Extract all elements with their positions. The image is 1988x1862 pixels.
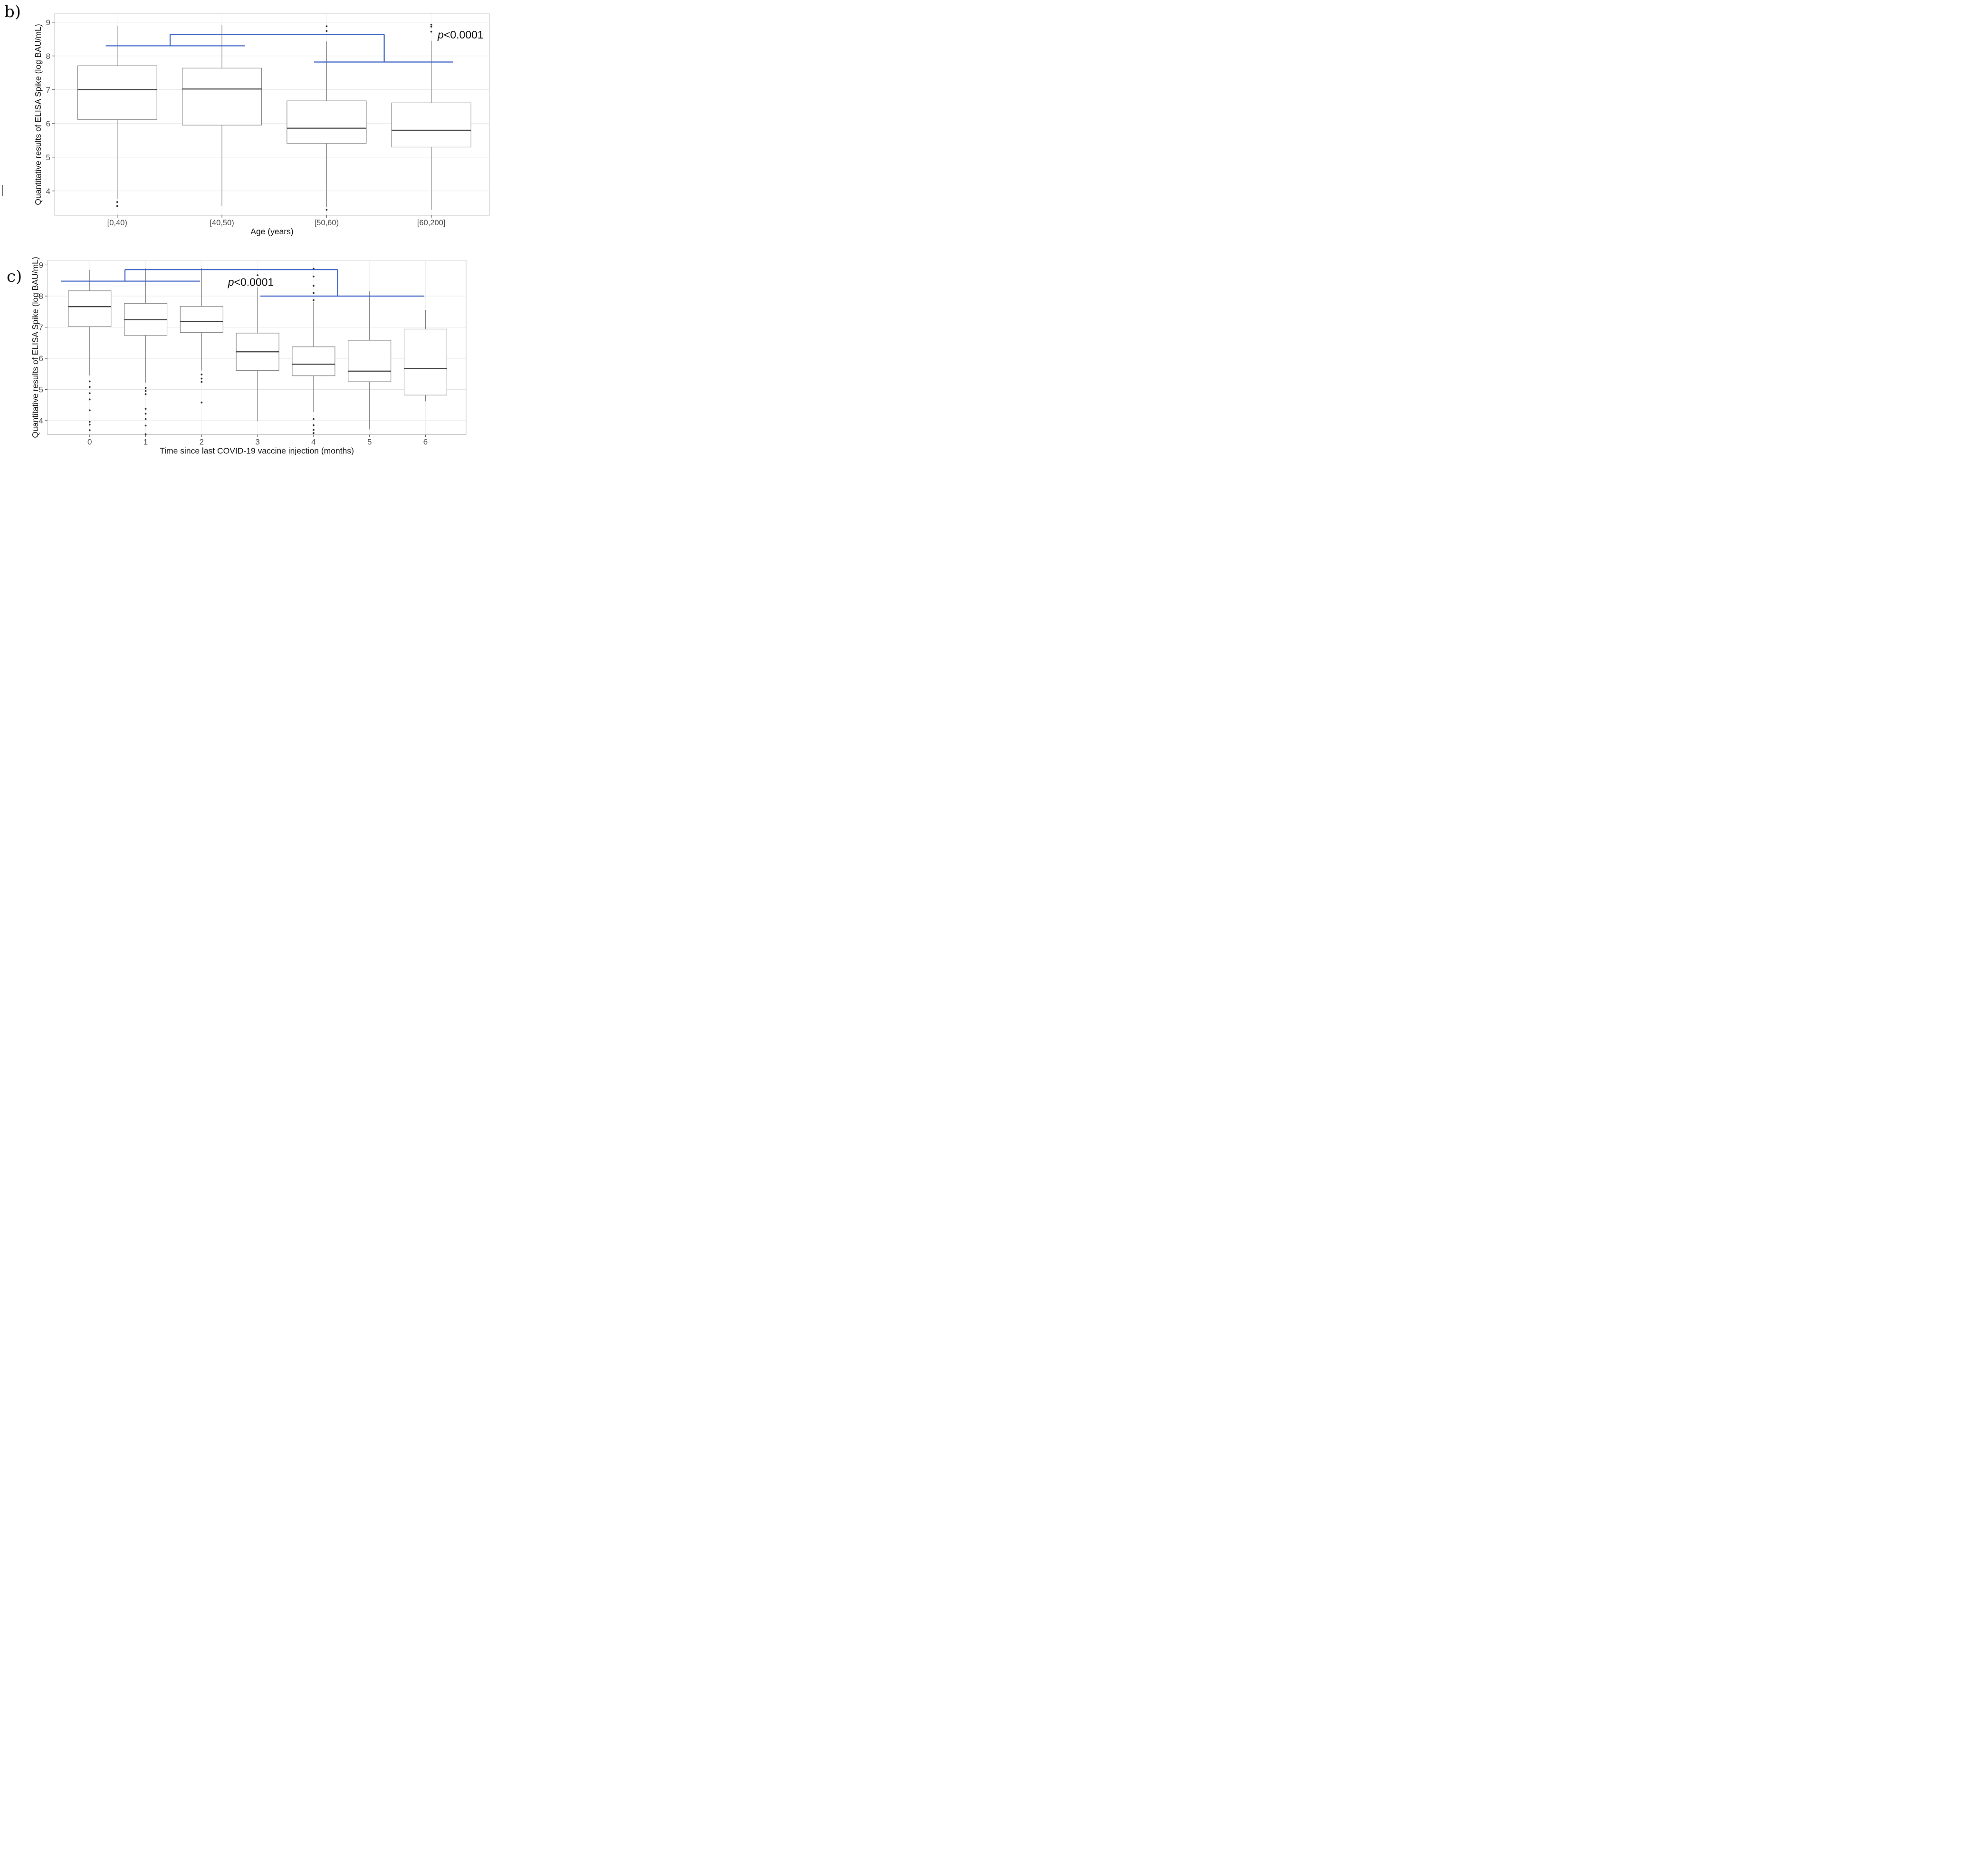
- outlier-dot: [313, 285, 315, 287]
- panel-b-label: b): [4, 2, 21, 21]
- x-tick-label: [0,40): [107, 219, 127, 227]
- outlier-dot: [116, 205, 118, 207]
- y-tick-label: 6: [39, 354, 43, 363]
- x-axis-title: Age (years): [250, 227, 293, 236]
- x-axis-title: Time since last COVID-19 vaccine injecti…: [160, 446, 354, 456]
- outlier-dot: [313, 299, 315, 301]
- outlier-dot: [313, 432, 315, 434]
- outlier-dot: [201, 377, 203, 380]
- outlier-dot: [430, 30, 432, 33]
- outlier-dot: [325, 25, 328, 28]
- outlier-dot: [144, 418, 147, 420]
- panel-c-chart: p<0.0001 4 5 6 7 8 9 0 1 2 3 4 5 6 Time since last COV…: [30, 257, 467, 456]
- outlier-dot: [257, 274, 259, 277]
- outlier-dot: [325, 209, 328, 211]
- outlier-dot: [313, 418, 315, 420]
- outlier-dot: [88, 409, 91, 412]
- outlier-dot: [88, 423, 91, 426]
- outlier-dot: [144, 393, 147, 395]
- outlier-dot: [144, 433, 147, 435]
- box-0: [68, 290, 112, 327]
- outlier-dot: [88, 392, 91, 394]
- box-[60,200]: [391, 102, 471, 148]
- y-tick-label: 6: [46, 119, 50, 128]
- box-4: [292, 346, 335, 376]
- outlier-dot: [201, 402, 203, 403]
- p-value-label: p<0.0001: [437, 29, 484, 41]
- outlier-dot: [201, 381, 203, 383]
- outlier-dot: [88, 386, 91, 388]
- box-[40,50): [182, 67, 262, 125]
- box-6: [403, 328, 448, 395]
- panel-c-label: c): [7, 267, 22, 286]
- y-axis-title: Quantitative results of ELISA Spike (log…: [30, 257, 40, 438]
- x-tick-label: 5: [367, 438, 372, 447]
- y-tick-label: 9: [39, 261, 43, 270]
- outlier-dot: [88, 429, 91, 432]
- outlier-dot: [313, 424, 315, 426]
- figure-boxplots-elisa-spike: b) p<0.0001 4 5 6 7 8 9 [0,40) [40,50) [50,60) [60…: [0, 0, 497, 466]
- x-tick-label: 4: [311, 438, 315, 447]
- panel-b-chart: p<0.0001 4 5 6 7 8 9 [0,40) [40,50) [50,60) [60,20…: [33, 13, 490, 236]
- y-tick-label: 7: [39, 323, 43, 332]
- x-tick-label: 0: [87, 438, 92, 447]
- y-tick-label: 8: [46, 52, 50, 61]
- outlier-dot: [325, 30, 328, 32]
- outlier-dot: [313, 429, 315, 431]
- outlier-dot: [313, 275, 315, 278]
- y-tick-label: 7: [46, 86, 50, 95]
- outlier-dot: [88, 398, 91, 401]
- outlier-dot: [144, 413, 147, 415]
- box-[50,60): [287, 100, 367, 144]
- x-tick-label: [50,60): [315, 219, 339, 227]
- box-[0,40): [77, 65, 157, 120]
- y-tick-label: 4: [46, 187, 50, 196]
- p-value-label: p<0.0001: [228, 276, 274, 288]
- outlier-dot: [88, 380, 91, 383]
- outlier-dot: [116, 201, 118, 203]
- outlier-dot: [430, 26, 432, 28]
- outlier-dot: [430, 23, 432, 26]
- y-tick-label: 5: [39, 385, 43, 394]
- y-tick-label: 8: [39, 292, 43, 301]
- box-2: [180, 306, 223, 333]
- x-tick-label: [40,50): [210, 219, 234, 227]
- y-tick-label: 9: [46, 18, 50, 27]
- outlier-dot: [144, 408, 147, 410]
- outlier-dot: [144, 387, 147, 389]
- x-tick-label: 1: [143, 438, 148, 447]
- y-axis-title: Quantitative results of ELISA Spike (log…: [33, 24, 43, 205]
- x-tick-label: 2: [200, 438, 204, 447]
- y-tick-label: 5: [46, 153, 50, 162]
- stray-mark: [2, 185, 3, 196]
- box-5: [348, 340, 392, 382]
- panel-c: c) p<0.0001 4 5 6 7 8 9 0 1 2 3 4 5 6 Time since last …: [0, 240, 497, 466]
- outlier-dot: [313, 292, 315, 294]
- outlier-dot: [144, 390, 147, 392]
- outlier-dot: [144, 424, 147, 427]
- x-tick-label: 6: [423, 438, 428, 447]
- panel-b: b) p<0.0001 4 5 6 7 8 9 [0,40) [40,50) [50,60) [60…: [0, 0, 497, 240]
- y-tick-label: 4: [39, 416, 43, 425]
- outlier-dot: [201, 374, 203, 375]
- x-tick-label: [60,200]: [417, 219, 446, 227]
- outlier-dot: [88, 421, 91, 423]
- x-tick-label: 3: [255, 438, 259, 447]
